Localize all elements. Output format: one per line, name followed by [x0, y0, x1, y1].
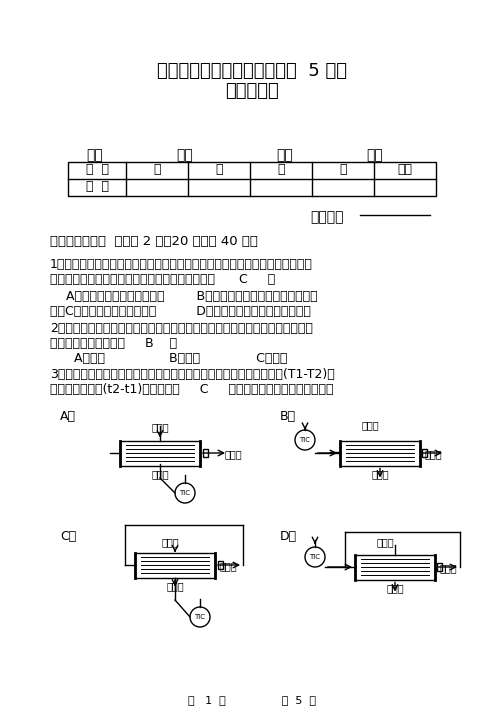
Text: 冷流体: 冷流体	[225, 449, 242, 459]
Text: 四: 四	[339, 163, 347, 176]
Text: 评卷人：: 评卷人：	[310, 210, 344, 224]
Text: 冷流体: 冷流体	[220, 561, 237, 571]
Text: 换热器: 换热器	[386, 584, 404, 594]
Text: 一: 一	[153, 163, 161, 176]
Text: 热流体: 热流体	[376, 537, 394, 547]
Circle shape	[190, 607, 210, 627]
Text: 姓名: 姓名	[366, 148, 384, 162]
Text: 换热器: 换热器	[151, 469, 169, 479]
Bar	[437, 563, 442, 571]
Text: 制药工程学期末考试模拟试卷  5 答案: 制药工程学期末考试模拟试卷 5 答案	[157, 62, 347, 80]
Circle shape	[295, 430, 315, 450]
Text: TIC: TIC	[299, 437, 310, 443]
Text: B．: B．	[280, 410, 296, 423]
Text: 3．对于列管式换热器，若冷、热工艺流体均无相变，且热流体的温降(T1-T2)小
于冷流体的温升(t2-t1)，则宜采用     C     方案来控制热流体的出: 3．对于列管式换热器，若冷、热工艺流体均无相变，且热流体的温降(T1-T2)小 …	[50, 368, 335, 396]
Text: 二: 二	[215, 163, 223, 176]
Text: 热流体: 热流体	[361, 420, 379, 430]
Text: D．: D．	[280, 530, 297, 543]
Text: 2．厂址的地形、地势的变化情况可用地形图中的等高线来描述，若等高线的间
距增加，则地面的坡度     B    。: 2．厂址的地形、地势的变化情况可用地形图中的等高线来描述，若等高线的间 距增加，…	[50, 322, 313, 350]
Text: 热流体: 热流体	[161, 537, 179, 547]
Text: 冷流体: 冷流体	[440, 563, 458, 573]
Text: 换热器: 换热器	[371, 469, 389, 479]
Bar	[422, 449, 427, 457]
Bar	[120, 441, 200, 466]
Text: 总分: 总分	[398, 163, 412, 176]
Bar	[135, 553, 215, 577]
Bar	[340, 441, 420, 466]
Text: 学号: 学号	[277, 148, 293, 162]
Text: TIC: TIC	[309, 554, 321, 560]
Bar	[68, 162, 436, 196]
Text: 冷流体: 冷流体	[425, 449, 443, 459]
Circle shape	[175, 483, 195, 503]
Text: C．: C．	[60, 530, 76, 543]
Text: A．项目建议书、可行性研究        B．可行性研究、初步设计和施工图
设计C．初步设计和施工图设计          D．初步设计、施工图设计和试车: A．项目建议书、可行性研究 B．可行性研究、初步设计和施工图 设计C．初步设计和…	[50, 290, 318, 318]
Text: 换热器: 换热器	[166, 582, 184, 592]
Text: 三: 三	[277, 163, 285, 176]
Bar	[355, 555, 435, 580]
Bar	[203, 449, 208, 457]
Text: 第   1  页                共  5  页: 第 1 页 共 5 页	[188, 695, 316, 705]
Text: 一、单项选择题  （每题 2 分、20 题、共 40 分）: 一、单项选择题 （每题 2 分、20 题、共 40 分）	[50, 235, 258, 248]
Text: 1．一个工程项目从计划建设到交付生产的基本工作程序大致可分为设计前期、
设计期和设计后期三个阶段，其中设计期主要包括      C     。: 1．一个工程项目从计划建设到交付生产的基本工作程序大致可分为设计前期、 设计期和…	[50, 258, 313, 286]
Text: 班级: 班级	[176, 148, 194, 162]
Text: TIC: TIC	[179, 490, 191, 496]
Text: TIC: TIC	[195, 614, 206, 620]
Circle shape	[305, 547, 325, 567]
Bar	[218, 561, 223, 569]
Text: 专业: 专业	[87, 148, 103, 162]
Text: A．: A．	[60, 410, 76, 423]
Text: 热流体: 热流体	[151, 422, 169, 432]
Text: A．增大                B．减小              C．不变: A．增大 B．减小 C．不变	[50, 352, 287, 365]
Text: 及答案详解: 及答案详解	[225, 82, 279, 100]
Text: 分  数: 分 数	[86, 180, 108, 193]
Text: 题  号: 题 号	[86, 163, 108, 176]
